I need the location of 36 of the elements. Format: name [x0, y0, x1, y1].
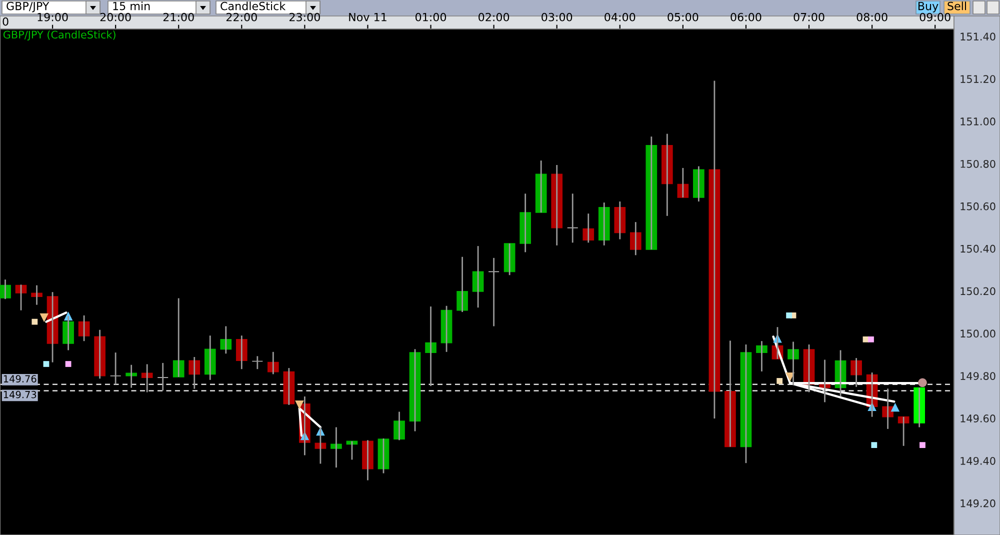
text: Sell: [948, 2, 966, 10]
text: CandleStick: [220, 2, 286, 10]
x-tick-label: 19:00: [38, 12, 68, 22]
x-tick-label: 03:00: [542, 12, 572, 22]
x-tick-label: 06:00: [730, 12, 762, 22]
chart-title: GBP/JPY (CandleStick): [3, 30, 116, 41]
y-tick-label: 150.00: [960, 330, 996, 338]
text: 0: [2, 17, 8, 26]
y-tick-label: 149.80: [960, 372, 996, 380]
x-tick-label: 07:00: [794, 12, 824, 22]
x-tick-label: 23:00: [289, 12, 320, 22]
y-tick-label: 149.40: [960, 456, 996, 465]
y-tick-label: 149.60: [960, 414, 996, 422]
text: GBP/JPY: [6, 2, 50, 12]
x-tick-label: 05:00: [668, 12, 698, 22]
x-tick-label: 22:00: [226, 12, 257, 22]
x-tick-label: 01:00: [415, 12, 446, 22]
text: 15 min: [113, 2, 150, 10]
x-tick-label: Nov 11: [349, 13, 386, 22]
y-tick-label: 151.40: [960, 32, 996, 41]
y-tick-label: 150.40: [960, 244, 996, 253]
x-tick-label: 08:00: [856, 12, 888, 22]
ref-line-label: 149.76: [4, 375, 36, 382]
x-tick-label: 09:00: [920, 12, 950, 22]
y-tick-label: 150.80: [960, 160, 996, 168]
y-tick-label: 150.60: [960, 202, 996, 210]
x-tick-label: 02:00: [478, 12, 510, 22]
x-tick-label: 21:00: [163, 12, 194, 22]
y-tick-label: 150.20: [960, 287, 996, 296]
y-tick-label: 149.20: [960, 499, 996, 508]
x-tick-label: 20:00: [100, 12, 131, 22]
ref-line-label: 149.73: [4, 390, 36, 398]
y-tick-label: 151.00: [960, 118, 996, 126]
text: Buy: [918, 2, 938, 12]
x-tick-label: 04:00: [604, 12, 636, 22]
y-tick-label: 151.20: [960, 75, 996, 83]
